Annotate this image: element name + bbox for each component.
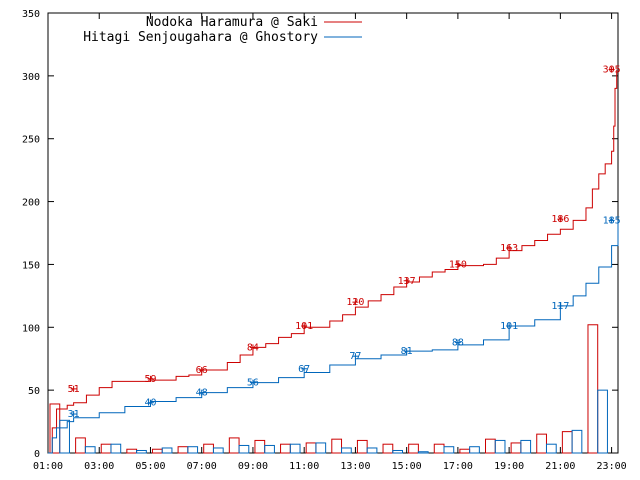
hourly-bar-series-2 bbox=[443, 446, 455, 454]
hourly-bar-series-1 bbox=[228, 437, 240, 454]
data-label-series-1: 84 bbox=[247, 342, 259, 353]
hourly-bar-series-1 bbox=[536, 433, 547, 454]
cumulative-lines bbox=[48, 69, 619, 454]
x-tick-label: 15:00 bbox=[392, 461, 422, 472]
y-tick-label: 50 bbox=[28, 386, 40, 397]
data-label-series-2: 31 bbox=[68, 409, 80, 420]
hourly-bar-series-1 bbox=[459, 448, 471, 454]
x-tick-label: 11:00 bbox=[289, 461, 319, 472]
hourly-bar-series-2 bbox=[289, 443, 301, 454]
data-label-series-1: 186 bbox=[551, 214, 569, 225]
hourly-bar-series-1 bbox=[75, 437, 86, 454]
hourly-bar-series-2 bbox=[366, 447, 378, 454]
hourly-bar-series-1 bbox=[356, 439, 368, 454]
data-label-series-2: 77 bbox=[349, 351, 361, 362]
data-label-series-1: 163 bbox=[500, 243, 518, 254]
y-tick-label: 200 bbox=[22, 198, 40, 209]
data-label-series-2: 81 bbox=[401, 346, 413, 357]
hourly-bar-series-1 bbox=[587, 324, 599, 454]
hourly-bar-series-2 bbox=[238, 444, 250, 454]
data-label-series-1: 150 bbox=[449, 259, 467, 270]
hourly-bar-series-1 bbox=[510, 442, 522, 454]
data-label-series-1: 101 bbox=[295, 321, 313, 332]
x-tick-label: 21:00 bbox=[545, 461, 575, 472]
data-label-series-1: 305 bbox=[603, 65, 621, 76]
x-tick-label: 07:00 bbox=[187, 461, 217, 472]
hourly-bar-series-1 bbox=[126, 448, 138, 454]
hourly-bar-series-2 bbox=[136, 449, 147, 454]
data-label-series-2: 88 bbox=[452, 337, 464, 348]
x-tick-label: 13:00 bbox=[340, 461, 370, 472]
hourly-bar-series-2 bbox=[545, 443, 557, 454]
hourly-bar-series-1 bbox=[305, 442, 317, 454]
y-tick-label: 250 bbox=[22, 135, 40, 146]
hourly-bars bbox=[49, 324, 608, 454]
hourly-bar-series-2 bbox=[520, 439, 532, 454]
x-tick-label: 03:00 bbox=[84, 461, 114, 472]
hourly-bar-series-1 bbox=[49, 403, 61, 454]
y-tick-label: 300 bbox=[22, 72, 40, 83]
data-label-series-2: 117 bbox=[551, 301, 569, 312]
hourly-bar-series-2 bbox=[110, 443, 122, 454]
hourly-bar-series-2 bbox=[469, 446, 480, 454]
hourly-bar-series-1 bbox=[331, 438, 343, 454]
x-tick-label: 17:00 bbox=[443, 461, 473, 472]
x-tick-label: 01:00 bbox=[33, 461, 63, 472]
hourly-bar-series-2 bbox=[597, 389, 608, 454]
legend-label-series-1: Nodoka Haramura @ Saki bbox=[146, 15, 318, 30]
hourly-bar-series-2 bbox=[84, 446, 96, 454]
data-label-series-1: 66 bbox=[196, 365, 208, 376]
hourly-bar-series-2 bbox=[212, 447, 224, 454]
y-tick-label: 100 bbox=[22, 323, 40, 334]
data-label-series-2: 101 bbox=[500, 321, 518, 332]
data-label-series-2: 40 bbox=[144, 398, 156, 409]
hourly-bar-series-1 bbox=[203, 443, 214, 454]
data-label-series-1: 137 bbox=[398, 276, 416, 287]
hourly-bar-series-1 bbox=[408, 443, 419, 454]
y-tick-label: 150 bbox=[22, 260, 40, 271]
y-tick-label: 350 bbox=[22, 9, 40, 20]
hourly-bar-series-1 bbox=[485, 438, 496, 454]
hourly-bar-series-2 bbox=[341, 447, 352, 454]
hourly-bar-series-2 bbox=[187, 446, 199, 454]
data-label-series-1: 120 bbox=[346, 297, 364, 308]
hourly-bar-series-2 bbox=[494, 439, 506, 454]
hourly-bar-series-2 bbox=[315, 442, 327, 454]
hourly-bar-series-1 bbox=[254, 439, 266, 454]
hourly-bar-series-2 bbox=[264, 444, 275, 454]
data-label-series-1: 51 bbox=[68, 384, 80, 395]
hourly-bar-series-1 bbox=[100, 443, 112, 454]
data-label-series-1: 59 bbox=[144, 374, 156, 385]
series-line-2 bbox=[48, 220, 619, 454]
data-label-series-2: 56 bbox=[247, 378, 259, 389]
y-axis: 0 50 100 150 200 250 300 350 bbox=[22, 9, 618, 460]
hourly-bar-series-2 bbox=[392, 449, 404, 454]
y-tick-label: 0 bbox=[34, 449, 40, 460]
x-tick-label: 05:00 bbox=[135, 461, 165, 472]
hourly-bar-series-1 bbox=[151, 448, 163, 454]
x-axis: 01:00 03:00 05:00 07:00 09:00 11:00 13:00 15:00… bbox=[33, 13, 627, 472]
data-labels: 51 59 66 84 101 120 137 150 163 186 305 31 40 48 56 67 7… bbox=[68, 65, 621, 420]
hourly-bar-series-2 bbox=[59, 419, 70, 454]
x-tick-label: 23:00 bbox=[597, 461, 627, 472]
hourly-bar-series-2 bbox=[571, 429, 583, 454]
hourly-bar-series-1 bbox=[433, 443, 445, 454]
plot-frame bbox=[47, 12, 619, 454]
hourly-bar-series-1 bbox=[177, 446, 189, 454]
hourly-bar-series-1 bbox=[382, 443, 394, 454]
hourly-bar-series-1 bbox=[561, 431, 573, 454]
data-label-series-2: 48 bbox=[196, 388, 208, 399]
hourly-bar-series-2 bbox=[161, 447, 173, 454]
hourly-bar-series-1 bbox=[280, 443, 291, 454]
x-tick-label: 09:00 bbox=[238, 461, 268, 472]
data-label-series-2: 67 bbox=[298, 364, 310, 375]
hourly-bar-series-2 bbox=[417, 451, 429, 454]
legend: Nodoka Haramura @ Saki Hitagi Senjougaha… bbox=[83, 15, 362, 45]
series-line-1 bbox=[48, 69, 618, 454]
legend-label-series-2: Hitagi Senjougahara @ Ghostory bbox=[83, 30, 318, 45]
data-label-series-2: 185 bbox=[603, 215, 621, 226]
x-tick-label: 19:00 bbox=[494, 461, 524, 472]
